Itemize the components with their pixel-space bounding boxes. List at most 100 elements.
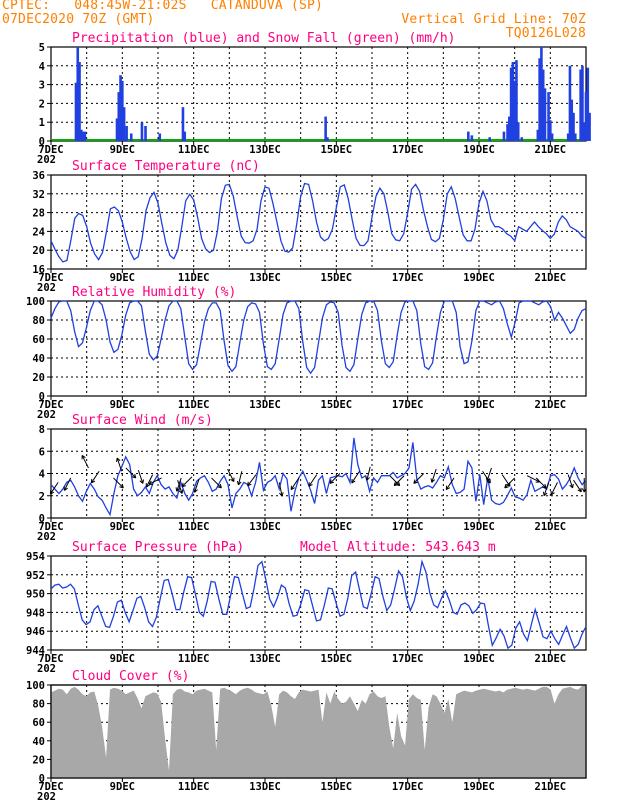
y-tick-label: 100 [26,296,45,308]
precip-bar [488,137,491,141]
y-tick-label: 24 [32,226,45,238]
panel-frame [50,684,587,779]
y-tick-label: 0 [39,136,45,148]
panel-frame [50,46,587,142]
precip-bar [540,47,543,141]
x-tick-label: 21DEC [535,272,567,284]
precip-bar [549,120,552,141]
precip-bar [582,122,586,141]
y-tick-label: 950 [26,589,45,601]
wind-arrow [137,470,145,484]
precip-bar [467,131,470,141]
wind-arrow [181,476,193,488]
x-tick-label: 15DEC [321,399,353,411]
x-tick-label: 17DEC [392,272,424,284]
panel-temp [47,174,587,273]
x-tick-label: 7DEC [38,399,63,411]
precip-bar [122,107,126,141]
panel-frame [50,300,587,397]
y-tick-label: 32 [32,189,45,201]
precip-bar [140,122,144,141]
y-tick-label: 0 [39,773,45,785]
x-tick-label: 13DEC [249,521,281,533]
x-tick-label: 11DEC [178,653,210,665]
x-tick-cut-label: 202 [37,282,56,294]
temp-line [50,182,587,263]
y-tick-label: 944 [26,645,45,657]
y-tick-label: 36 [32,170,45,182]
panel-cloud [47,684,587,782]
y-tick-label: 954 [26,551,45,563]
panel-title: Surface Temperature (nC) [72,159,260,174]
x-tick-label: 13DEC [249,653,281,665]
wind-arrow [430,468,437,483]
wind-arrow [581,477,587,493]
precip-bar [509,67,513,141]
precip-bar [78,62,81,141]
x-tick-label: 21DEC [535,399,567,411]
precip-bar [144,125,147,141]
x-tick-label: 7DEC [38,144,63,156]
precip-bar [584,92,588,141]
x-tick-cut-label: 202 [37,791,56,800]
x-tick-label: 11DEC [178,399,210,411]
wind-arrow [211,477,222,489]
precip-bar [506,124,509,141]
wind-arrow [177,480,184,494]
precip-bar [502,131,506,141]
precip-bar [508,116,511,141]
wind-arrow [49,482,59,495]
precip-bar [81,131,85,141]
wind-arrow [550,482,558,496]
precip-bar [115,118,119,141]
y-tick-label: 952 [26,570,45,582]
panel-subtitle: Model Altitude: 543.643 m [300,540,496,555]
precip-bar [570,99,574,141]
panel-frame [50,174,587,270]
x-tick-label: 9DEC [110,521,135,533]
x-tick-label: 9DEC [110,781,135,793]
x-tick-label: 21DEC [535,521,567,533]
precip-bar [181,107,185,141]
panel-title: Relative Humidity (%) [72,285,236,300]
precip-bar [572,112,575,141]
y-tick-label: 5 [39,42,45,54]
precip-bar [470,135,474,141]
x-tick-label: 15DEC [321,272,353,284]
precip-bar [511,62,515,141]
panel-title: Surface Pressure (hPa) [72,540,244,555]
x-tick-label: 17DEC [392,144,424,156]
cloud-area [51,685,586,778]
x-tick-label: 9DEC [110,144,135,156]
x-tick-label: 11DEC [178,144,210,156]
x-tick-label: 15DEC [321,521,353,533]
precip-bar [543,88,547,141]
precip-bar [520,137,524,141]
x-tick-label: 19DEC [463,781,495,793]
x-tick-label: 21DEC [535,144,567,156]
wind-arrow [504,477,516,489]
precip-bar [516,122,520,141]
x-tick-label: 15DEC [321,144,353,156]
panel-frame [50,555,587,651]
y-tick-label: 0 [39,513,45,525]
wind-arrow [542,482,550,497]
x-tick-label: 13DEC [249,272,281,284]
y-tick-label: 20 [32,245,45,257]
precip-bar [547,92,550,141]
precip-bar [129,133,133,141]
wind-arrow [113,477,124,489]
y-tick-label: 16 [32,264,45,276]
x-tick-label: 11DEC [178,272,210,284]
panel-title: Precipitation (blue) and Snow Fall (gree… [72,31,456,46]
x-tick-label: 13DEC [249,399,281,411]
header-location: CPTEC: 048:45W-21:02S CATANDUVA (SP) [2,0,324,13]
header-run-date: 07DEC2020 70Z (GMT) [2,12,155,27]
wind-arrow [227,468,235,482]
wind-arrow [193,478,200,493]
x-tick-label: 13DEC [249,144,281,156]
x-tick-cut-label: 202 [37,409,56,421]
wind-arrow [90,470,100,484]
precip-bar [541,69,545,141]
x-tick-label: 19DEC [463,144,495,156]
